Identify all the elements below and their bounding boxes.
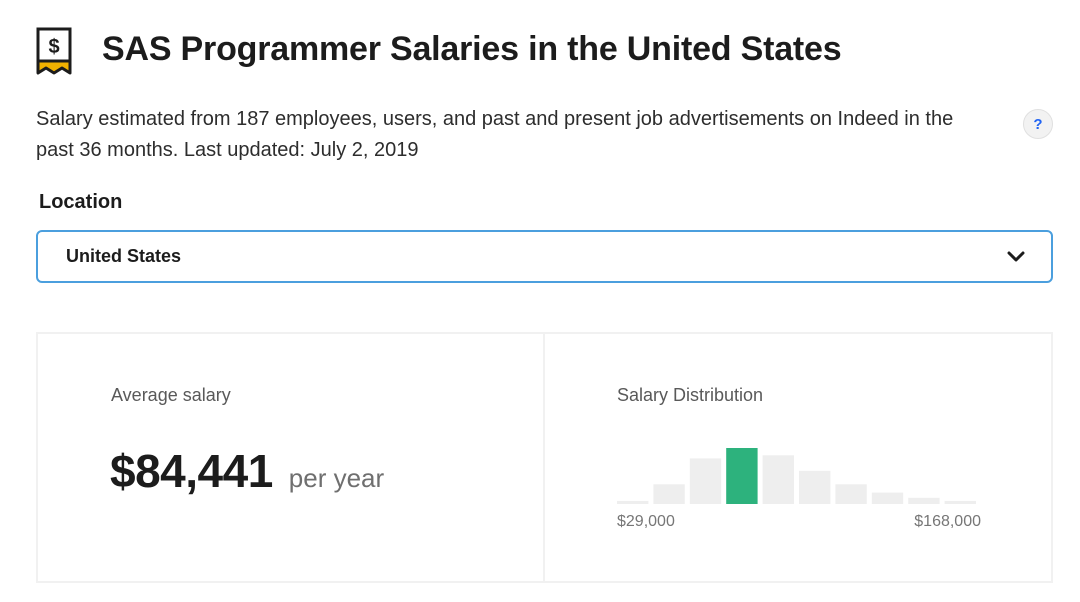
- receipt-dollar-icon: $: [36, 27, 72, 75]
- distribution-bar: [653, 484, 685, 504]
- average-salary-unit: per year: [288, 463, 385, 493]
- distribution-bar: [762, 455, 794, 504]
- distribution-bar: [835, 484, 867, 504]
- page-title: SAS Programmer Salaries in the United St…: [102, 30, 842, 68]
- distribution-bar: [871, 492, 904, 504]
- svg-text:$: $: [48, 36, 59, 58]
- salary-distribution-card: Salary Distribution $29,000 $168,000: [543, 332, 1053, 583]
- distribution-bar: [689, 458, 722, 504]
- salary-distribution-chart: [617, 448, 976, 504]
- page-header: $ SAS Programmer Salaries in the United …: [36, 26, 1046, 78]
- distribution-min-label: $29,000: [617, 513, 675, 530]
- location-selected-value: United States: [66, 246, 182, 266]
- chevron-down-icon: [1007, 251, 1025, 262]
- salary-distribution-label: Salary Distribution: [617, 385, 764, 405]
- salary-description: Salary estimated from 187 employees, use…: [36, 108, 954, 161]
- distribution-bar-highlighted: [726, 448, 758, 504]
- distribution-bar: [908, 497, 940, 504]
- distribution-bar: [799, 470, 831, 504]
- distribution-max-label: $168,000: [914, 513, 981, 530]
- location-select[interactable]: United States: [36, 230, 1053, 283]
- distribution-bar: [617, 500, 649, 504]
- distribution-bar: [944, 500, 976, 504]
- average-salary-label: Average salary: [111, 385, 231, 405]
- average-salary-value: $84,441: [110, 445, 273, 497]
- help-button[interactable]: ?: [1023, 109, 1053, 139]
- average-salary-row: $84,441 per year: [110, 444, 384, 498]
- average-salary-card: Average salary $84,441 per year: [36, 332, 545, 583]
- location-label: Location: [39, 191, 123, 213]
